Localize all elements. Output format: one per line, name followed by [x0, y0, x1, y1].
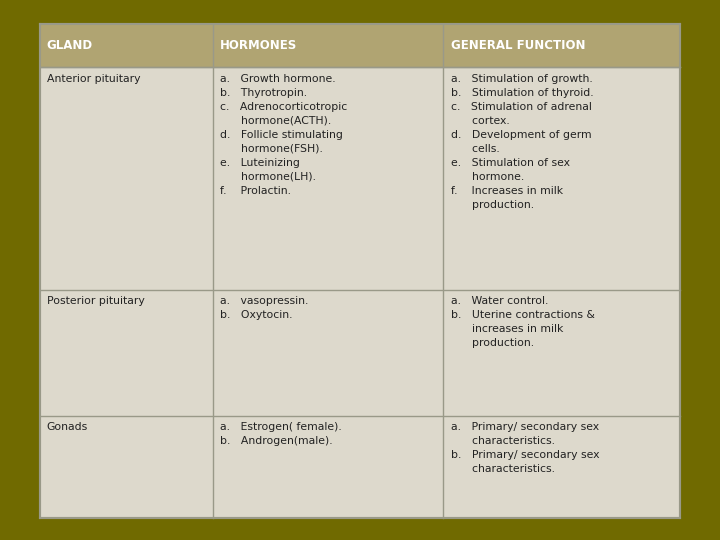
Bar: [40, 24, 680, 68]
Text: a.   Estrogen( female).
b.   Androgen(male).: a. Estrogen( female). b. Androgen(male).: [220, 422, 341, 446]
Bar: [40, 24, 680, 518]
Text: Anterior pituitary: Anterior pituitary: [47, 74, 140, 84]
Text: a.   Growth hormone.
b.   Thyrotropin.
c.   Adrenocorticotropic
      hormone(AC: a. Growth hormone. b. Thyrotropin. c. Ad…: [220, 74, 347, 196]
Text: a.   vasopressin.
b.   Oxytocin.: a. vasopressin. b. Oxytocin.: [220, 296, 308, 320]
Text: Gonads: Gonads: [47, 422, 88, 432]
Text: Posterior pituitary: Posterior pituitary: [47, 296, 145, 306]
Text: a.   Primary/ secondary sex
      characteristics.
b.   Primary/ secondary sex
 : a. Primary/ secondary sex characteristic…: [451, 422, 599, 474]
Text: HORMONES: HORMONES: [220, 39, 297, 52]
Text: GENERAL FUNCTION: GENERAL FUNCTION: [451, 39, 585, 52]
Text: GLAND: GLAND: [47, 39, 93, 52]
Text: a.   Water control.
b.   Uterine contractions &
      increases in milk
      pr: a. Water control. b. Uterine contraction…: [451, 296, 595, 348]
Text: a.   Stimulation of growth.
b.   Stimulation of thyroid.
c.   Stimulation of adr: a. Stimulation of growth. b. Stimulation…: [451, 74, 593, 210]
